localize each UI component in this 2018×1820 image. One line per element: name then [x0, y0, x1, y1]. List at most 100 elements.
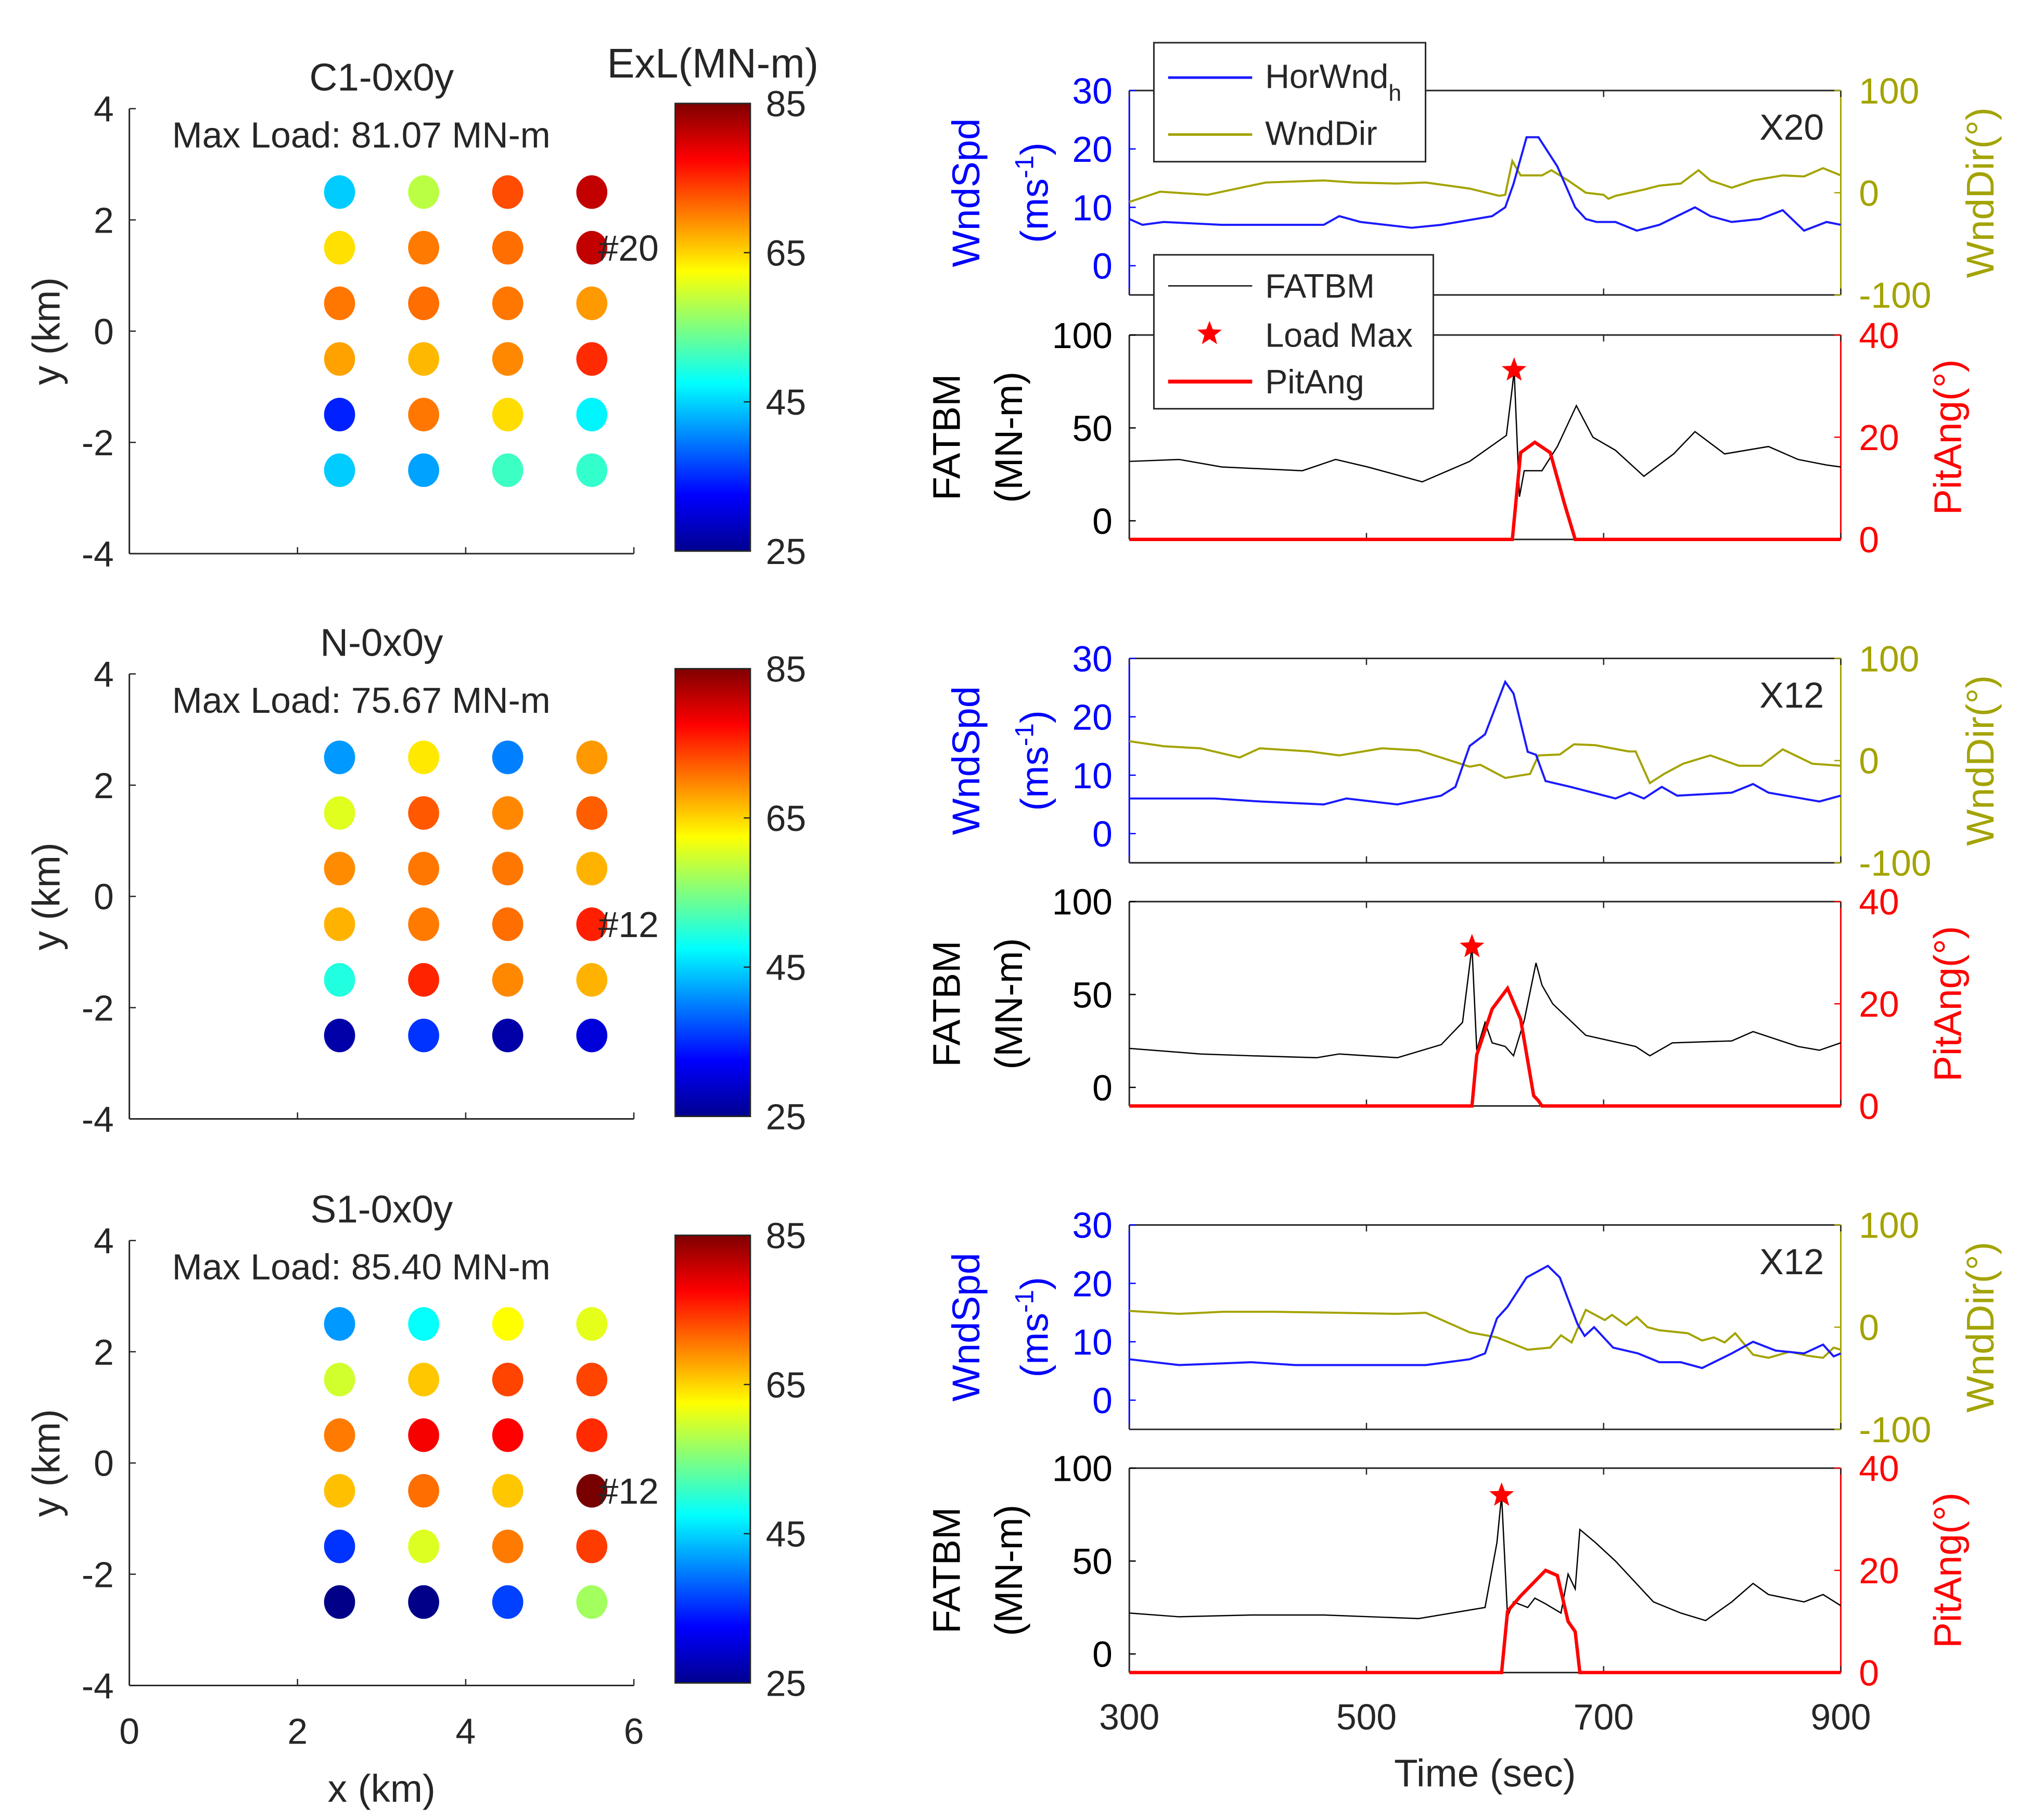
unit-close: ) [1013, 1277, 1056, 1290]
legend-wind-dir-label: WndDir [1265, 114, 1377, 152]
load-legend: FATBM Load Max PitAng [1153, 254, 1434, 410]
turbine-dot [492, 453, 523, 488]
pitch-tick-label: 40 [1859, 315, 1899, 356]
turbine-dot [408, 1018, 439, 1053]
turbine-load-maps: -4 -2 0 2 4 y (km) C1-0x0y Max Load: 81.07 MN-m… [24, 40, 819, 1810]
turbine-dot [576, 342, 608, 376]
wind-speed-line [1129, 136, 1841, 232]
turbine-dot [492, 398, 523, 432]
wind-speed-tick-label: 0 [1092, 1380, 1113, 1421]
turbine-dot [408, 1418, 439, 1452]
colorbar [674, 1234, 751, 1684]
turbine-dot [408, 1307, 439, 1341]
pitch-tick-label: 0 [1859, 520, 1879, 560]
turbine-dot [492, 1418, 523, 1452]
y-tick-label: 4 [94, 89, 114, 130]
load-max-star-marker [1501, 357, 1527, 381]
turbine-dot [576, 963, 608, 997]
turbine-dot [408, 342, 439, 376]
fatbm-tick-label: 0 [1092, 1634, 1113, 1675]
wind-dir-tick-label: 100 [1859, 1205, 1919, 1246]
colorbar-tick-label: 25 [766, 1096, 806, 1137]
wind-dir-tick-label: -100 [1859, 1409, 1931, 1450]
turbine-dot [324, 796, 355, 830]
turbine-dot [408, 1585, 439, 1619]
fatbm-tick-label: 50 [1072, 975, 1112, 1015]
turbine-dot [324, 453, 355, 488]
colorbar [674, 102, 751, 552]
pitch-tick-label: 20 [1859, 984, 1899, 1024]
y-tick-label: -2 [82, 988, 114, 1029]
y-tick-label: 4 [94, 1221, 114, 1261]
wind-dir-line [1129, 158, 1842, 203]
time-series-panel-x12: 0 10 20 30 -100 0 100 0 50 100 0 20 40 WndSpd (ms-1) Wn… [925, 1205, 2002, 1795]
wind-speed-tick-label: 20 [1072, 1263, 1112, 1304]
fatbm-line [1129, 946, 1841, 1059]
time-series-panel-x12: 0 10 20 30 -100 0 100 0 50 100 0 20 40 WndSpd (ms-1) Wn… [925, 638, 2002, 1126]
colorbar-title: ExL(MN-m) [607, 40, 818, 86]
turbine-dot [576, 1473, 608, 1508]
turbine-dot [324, 740, 355, 774]
turbine-dot [492, 796, 523, 830]
pitch-axis-label: PitAng(°) [1926, 1493, 1970, 1648]
y-axis-label: y (km) [24, 1409, 68, 1517]
panel-title: N-0x0y [320, 620, 443, 664]
turbine-dot [324, 1585, 355, 1619]
x-tick-label: 0 [119, 1711, 139, 1751]
pitch-tick-label: 0 [1859, 1652, 1879, 1693]
y-axis-label: y (km) [24, 277, 68, 385]
fatbm-tick-label: 50 [1072, 1541, 1112, 1582]
turbine-dot [492, 852, 523, 886]
x-tick-label: 2 [287, 1711, 308, 1751]
turbine-dot [492, 1018, 523, 1053]
wind-speed-tick-label: 20 [1072, 697, 1112, 738]
max-load-annotation: Max Load: 85.40 MN-m [172, 1247, 551, 1287]
colorbar-tick-label: 85 [766, 1215, 806, 1256]
wind-dir-tick-label: 0 [1859, 173, 1879, 213]
turbine-dot [324, 963, 355, 997]
legend-load-max-label: Load Max [1265, 316, 1413, 354]
wind-speed-line [1129, 680, 1841, 806]
turbine-dot [408, 1363, 439, 1396]
wind-speed-tick-label: 10 [1072, 187, 1112, 228]
turbine-dot [492, 1307, 523, 1341]
turbine-id-label: X12 [1759, 675, 1824, 715]
legend-wind-speed-label: HorWndh [1265, 57, 1401, 106]
y-tick-label: -2 [82, 1554, 114, 1595]
legend-box [1153, 42, 1426, 163]
turbine-dot [576, 907, 608, 941]
max-load-annotation: Max Load: 81.07 MN-m [172, 114, 551, 155]
wind-speed-unit-label: (ms-1) [1010, 143, 1056, 243]
turbine-dot [576, 852, 608, 886]
wind-dir-tick-label: 0 [1859, 1308, 1879, 1348]
turbine-dot [492, 1529, 523, 1563]
max-turbine-label: #20 [598, 228, 659, 268]
wind-dir-tick-label: -100 [1859, 843, 1931, 883]
max-turbine-label: #12 [598, 1471, 659, 1511]
turbine-dot [408, 907, 439, 941]
turbine-dot [408, 963, 439, 997]
turbine-dot [492, 342, 523, 376]
turbine-dot [324, 1363, 355, 1396]
colorbar-tick-label: 85 [766, 84, 806, 124]
turbine-dot [492, 230, 523, 265]
y-tick-label: 4 [94, 654, 114, 695]
turbine-dot [324, 342, 355, 376]
wind-dir-line [1129, 740, 1841, 785]
fatbm-axis-label: FATBM [925, 374, 968, 501]
fatbm-tick-label: 100 [1052, 882, 1113, 922]
wind-speed-tick-label: 0 [1092, 246, 1113, 287]
load-max-star-marker [1489, 1482, 1514, 1506]
turbine-dot [324, 1529, 355, 1563]
x-axis-label: Time (sec) [1394, 1751, 1576, 1795]
turbine-id-label: X20 [1759, 107, 1824, 148]
turbine-dot [324, 1418, 355, 1452]
panel-title: S1-0x0y [311, 1187, 453, 1231]
turbine-dot [324, 852, 355, 886]
colorbar-tick-label: 45 [766, 947, 806, 988]
colorbar-tick-label: 45 [766, 1514, 806, 1555]
wind-speed-tick-label: 0 [1092, 814, 1113, 854]
colorbar-tick-label: 25 [766, 531, 806, 572]
legend-fatbm-label: FATBM [1265, 267, 1375, 305]
